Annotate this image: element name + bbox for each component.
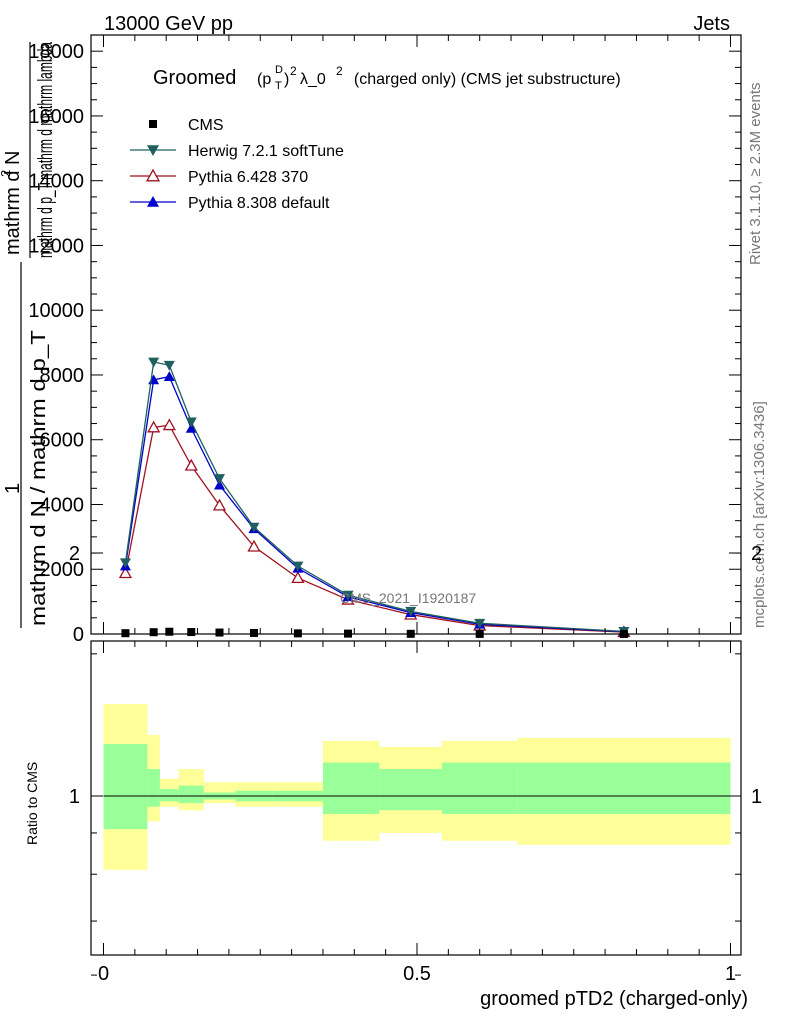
legend-marker-cms: [149, 120, 157, 128]
ratio-frame-border: [90, 640, 742, 956]
legend-label-pythia6: Pythia 6.428 370: [188, 169, 308, 186]
ylabel-line1-sup: 2: [0, 170, 13, 177]
title-lambda-square: 2: [336, 64, 343, 78]
title-square: 2: [290, 64, 297, 78]
legend-label-cms: CMS: [188, 117, 224, 134]
main-y-axis-label: mathrm d 2 N mathrm d p_T mathrm d mathr…: [0, 41, 57, 628]
legend-marker-herwig: [147, 145, 159, 156]
point-pythia6: [118, 566, 133, 579]
ratio-uncertainty-bands: [103, 704, 731, 870]
main-panel-frame: 2000 4000 6000 8000 10000 12000 14000 16000 1800…: [28, 34, 742, 646]
ylabel-line1: mathrm d: [2, 171, 24, 255]
main-y-tick-label: 4000: [40, 494, 85, 516]
legend-label-herwig: Herwig 7.2.1 softTune: [188, 143, 344, 160]
ratio-band-inner: [103, 743, 148, 830]
x-axis-label: groomed pTD2 (charged-only): [480, 988, 748, 1010]
x-tick-label: 1: [725, 963, 736, 985]
point-herwig: [119, 558, 131, 569]
point-cms: [215, 628, 224, 637]
point-herwig: [474, 618, 486, 629]
ratio-band-inner: [322, 762, 380, 814]
point-cms: [249, 628, 258, 637]
legend-marker-pythia8: [147, 196, 159, 207]
x-tick-label: 0.5: [403, 963, 431, 985]
ratio-band-inner: [517, 762, 731, 814]
title-lambda: λ_0: [300, 71, 326, 88]
ratio-band-inner: [147, 769, 160, 807]
title-p: (p: [257, 71, 271, 88]
analysis-watermark: CMS_2021_I1920187: [340, 590, 476, 606]
ratio-y-axis-label: Ratio to CMS: [24, 762, 40, 845]
x-tick-label: 0: [98, 963, 109, 985]
header-energy: 13000 GeV pp: [104, 13, 233, 35]
legend: CMS Herwig 7.2.1 softTune Pythia 6.428 3…: [130, 117, 344, 212]
point-cms: [165, 627, 174, 636]
ratio-y-tick-label: 1: [69, 786, 80, 808]
title-sub: T: [275, 80, 282, 92]
main-y-tick-label: 6000: [40, 430, 85, 452]
ylabel-line2: mathrm d p_T mathrm d mathrm lambda: [35, 41, 57, 258]
main-y-tick-label: 16000: [28, 106, 84, 128]
title-close: ): [284, 71, 289, 88]
mcplots-label: mcplots.cern.ch [arXiv:1306.3436]: [751, 401, 768, 628]
ratio-band-inner: [159, 789, 179, 802]
main-y-tick-label: 18000: [28, 41, 84, 63]
title-sup: D: [275, 64, 283, 76]
ylabel-line1-n: N: [2, 151, 24, 165]
point-herwig: [213, 474, 225, 485]
point-pythia8: [163, 371, 175, 381]
point-pythia6: [184, 458, 198, 471]
title-rest: (charged only) (CMS jet substructure): [345, 71, 621, 88]
legend-label-pythia8: Pythia 8.308 default: [188, 195, 330, 212]
main-y-tick-label: 8000: [40, 365, 85, 387]
point-pythia6: [291, 571, 305, 584]
main-y-tick-label: 2000: [40, 559, 85, 581]
point-herwig: [248, 522, 260, 533]
plot-title: Groomed (p T D ) 2 λ_0 2 (charged only) …: [153, 64, 621, 92]
point-herwig: [405, 606, 417, 617]
point-pythia6: [162, 418, 176, 431]
header-process: Jets: [693, 13, 730, 35]
main-frame-border: [90, 34, 742, 635]
title-prefix: Groomed: [153, 67, 236, 89]
legend-marker-pythia6: [145, 168, 161, 182]
point-herwig: [292, 561, 304, 572]
point-herwig: [342, 590, 354, 601]
point-cms: [187, 628, 196, 637]
main-y-tick-label-zero: 0: [73, 624, 84, 646]
main-y-tick-label: 10000: [28, 300, 84, 322]
main-y-tick-label: 12000: [28, 235, 84, 257]
main-y-tick-label: 14000: [28, 171, 84, 193]
point-herwig: [185, 417, 197, 428]
point-cms: [121, 629, 130, 638]
ylabel-line4: 1: [2, 483, 24, 494]
point-pythia6: [212, 498, 227, 511]
point-pythia8: [213, 479, 225, 490]
point-herwig: [163, 360, 175, 371]
ratio-y-tick-label: 2: [69, 543, 80, 565]
ratio-y-tick-label-right: 2: [751, 543, 762, 565]
ratio-y-tick-label-right: 1: [751, 786, 762, 808]
point-cms: [293, 629, 302, 638]
ratio-band-inner: [442, 762, 518, 814]
point-pythia6: [247, 539, 261, 552]
ylabel-line3: mathrm d N / mathrm d p_T: [28, 330, 50, 626]
point-herwig: [148, 357, 160, 368]
ratio-panel-frame: 00.510.50.51122: [69, 543, 762, 985]
point-cms: [149, 628, 158, 637]
series-herwig: [119, 357, 630, 637]
ratio-band-inner: [178, 785, 204, 804]
rivet-version-label: Rivet 3.1.10, ≥ 2.3M events: [747, 83, 764, 266]
ratio-band-inner: [379, 769, 443, 811]
point-pythia6: [147, 420, 161, 433]
main-series-layer: [118, 357, 631, 638]
point-pythia8: [185, 422, 197, 433]
